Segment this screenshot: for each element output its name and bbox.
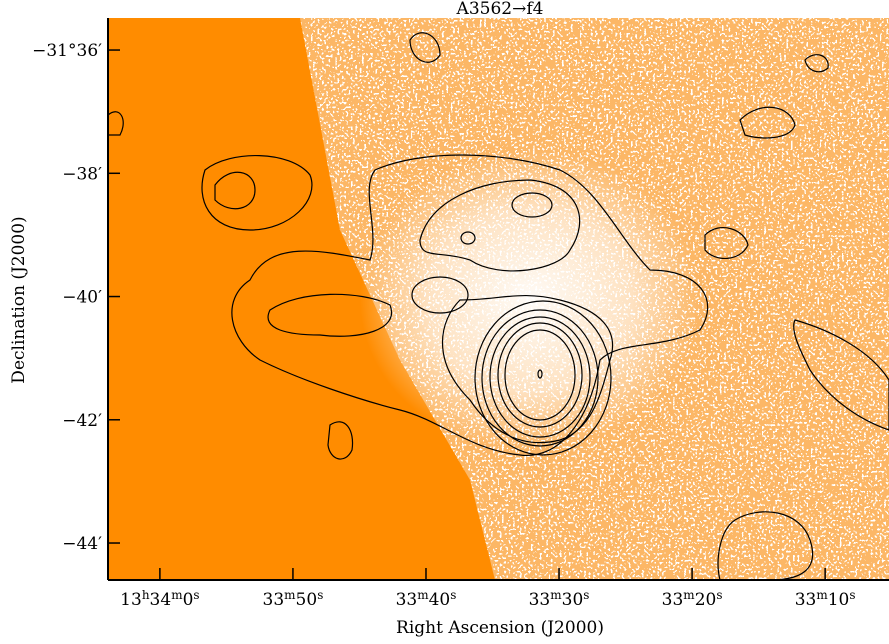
x-tick-label-part: 33 [662, 590, 684, 610]
x-tick-label: 33m50s [263, 588, 324, 610]
x-tick-label-part: 20 [695, 590, 717, 610]
x-tick-label-part: m [417, 588, 429, 602]
x-tick-label-part: m [550, 588, 562, 602]
chart: A3562→f4 Right Ascension (J2000) Declina… [0, 0, 889, 640]
x-tick-label-part: 40 [429, 590, 451, 610]
x-tick-label: 33m10s [795, 588, 856, 610]
x-tick-label-part: 33 [396, 590, 418, 610]
x-tick-label-part: 30 [562, 590, 584, 610]
x-tick-label: 13h34m0s [120, 588, 199, 610]
emission-core [360, 150, 700, 450]
x-tick-label-part: s [450, 588, 456, 602]
x-tick-label-part: m [816, 588, 828, 602]
x-tick-label-part: 0 [183, 590, 194, 610]
y-tick-label: −31°36′ [32, 41, 102, 61]
x-tick-label-part: s [317, 588, 323, 602]
x-tick-label-part: 13 [120, 590, 142, 610]
x-tick-label: 33m30s [529, 588, 590, 610]
x-tick-label-part: 10 [828, 590, 850, 610]
y-tick-label: −40′ [62, 288, 102, 308]
x-tick-label-part: m [171, 588, 183, 602]
x-tick-label-part: m [683, 588, 695, 602]
x-tick-label-part: 33 [529, 590, 551, 610]
y-tick-label: −44′ [62, 534, 102, 554]
x-tick-label-part: s [716, 588, 722, 602]
y-axis-label: Declination (J2000) [9, 216, 29, 383]
x-tick-label-part: 34 [150, 590, 172, 610]
x-tick-label-part: s [583, 588, 589, 602]
image [108, 18, 889, 580]
x-tick-label-part: s [849, 588, 855, 602]
y-tick-label: −38′ [62, 164, 102, 184]
x-tick-label: 33m20s [662, 588, 723, 610]
x-tick-label-part: 33 [263, 590, 285, 610]
x-tick-label-part: 50 [296, 590, 318, 610]
chart-title: A3562→f4 [456, 0, 544, 19]
x-axis-label: Right Ascension (J2000) [396, 618, 604, 638]
x-tick-label-part: 33 [795, 590, 817, 610]
x-tick-label-part: s [193, 588, 199, 602]
x-tick-label-part: m [284, 588, 296, 602]
y-tick-label: −42′ [62, 411, 102, 431]
x-tick-label: 33m40s [396, 588, 457, 610]
